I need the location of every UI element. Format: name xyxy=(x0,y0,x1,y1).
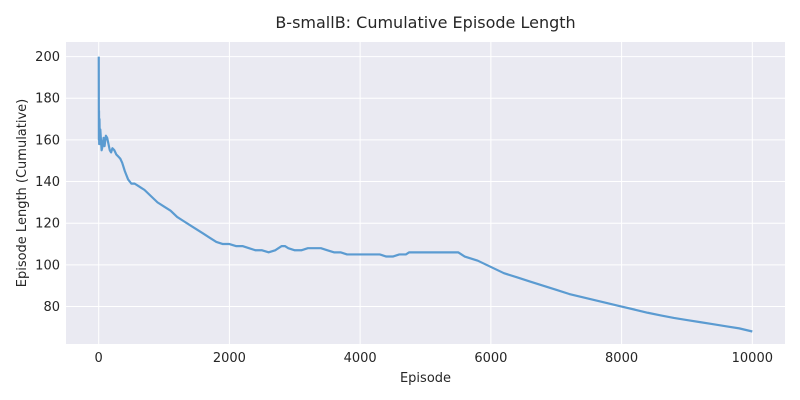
x-tick-label: 0 xyxy=(95,351,103,366)
series-line xyxy=(97,56,753,333)
y-tick-label: 140 xyxy=(35,175,60,190)
y-axis-label: Episode Length (Cumulative) xyxy=(15,99,30,288)
y-tick-label: 80 xyxy=(43,300,60,315)
x-tick-label: 10000 xyxy=(732,351,773,366)
chart-title: B-smallB: Cumulative Episode Length xyxy=(275,13,575,32)
x-tick-label: 8000 xyxy=(605,351,638,366)
y-tick-label: 100 xyxy=(35,258,60,273)
x-tick-label: 2000 xyxy=(213,351,246,366)
x-axis-label: Episode xyxy=(400,371,451,386)
x-tick-label: 6000 xyxy=(474,351,507,366)
y-tick-label: 120 xyxy=(35,217,60,232)
y-tick-label: 180 xyxy=(35,92,60,107)
x-tick-label: 4000 xyxy=(344,351,377,366)
x-axis-ticks: 0 2000 4000 6000 8000 10000 xyxy=(95,351,773,366)
series-group xyxy=(97,56,753,333)
y-tick-label: 200 xyxy=(35,50,60,65)
plot-area xyxy=(66,42,785,344)
y-axis-ticks: 80 100 120 140 160 180 200 xyxy=(35,50,60,315)
y-tick-label: 160 xyxy=(35,133,60,148)
